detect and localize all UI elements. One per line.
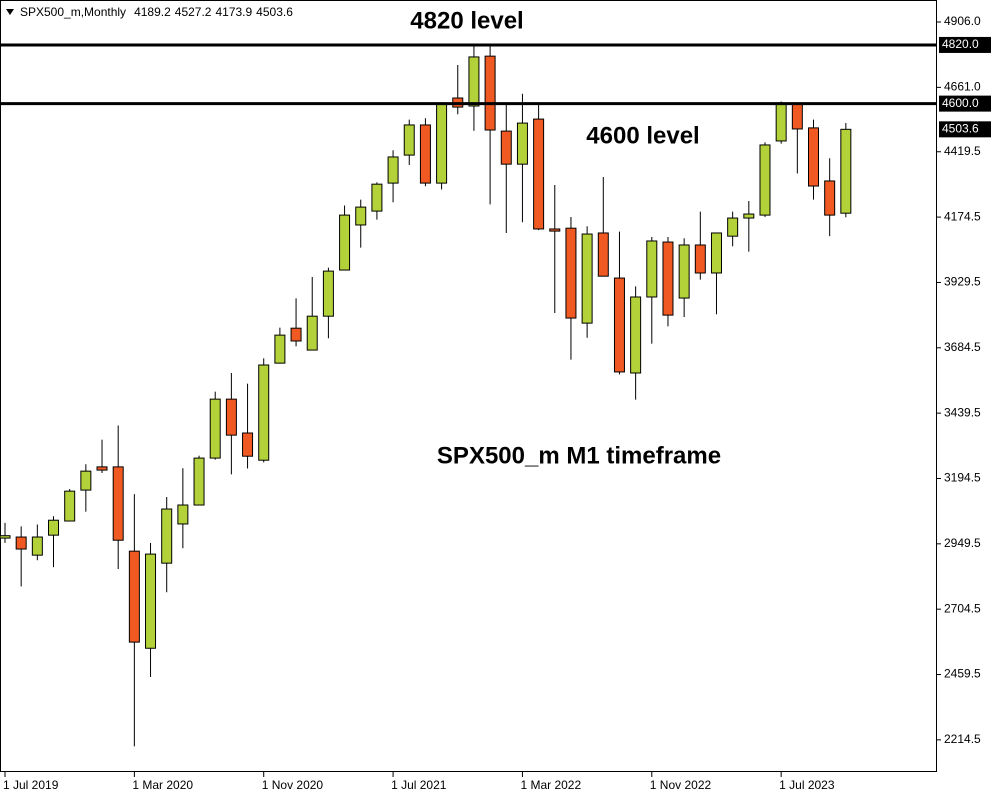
candle-body — [48, 519, 60, 536]
level-tag — [939, 95, 991, 112]
candle-body — [710, 232, 722, 274]
candle-body — [678, 244, 690, 299]
candle-body — [549, 228, 561, 232]
annotation: SPX500_m M1 timeframe — [437, 442, 721, 469]
candle-body — [177, 504, 189, 525]
candle-body — [840, 128, 852, 214]
close-value: 4503.6 — [256, 5, 293, 19]
candle-body — [64, 490, 76, 522]
candle-body — [533, 118, 545, 230]
x-tick-label: 1 Nov 2022 — [650, 778, 712, 792]
candle-body — [112, 466, 124, 541]
candle-body — [306, 315, 318, 351]
price-tag — [939, 121, 991, 138]
low-value: 4173.9 — [215, 5, 252, 19]
level-label: 4600.0 — [942, 96, 979, 110]
candle-body — [31, 536, 43, 556]
candle-body — [193, 457, 205, 506]
candle-body — [759, 144, 771, 216]
symbol: SPX500_m,Monthly — [20, 5, 126, 19]
y-tick-label: 3439.5 — [944, 405, 981, 419]
candle-body — [225, 398, 237, 436]
candle-body — [209, 398, 221, 459]
candle-body — [290, 327, 302, 342]
candle-body — [484, 55, 496, 131]
candle-body — [242, 432, 254, 457]
candle-body — [613, 277, 625, 373]
open-value: 4189.2 — [134, 5, 171, 19]
x-tick-label: 1 Jul 2021 — [391, 778, 447, 792]
x-tick-label: 1 Mar 2022 — [520, 778, 581, 792]
candle-body — [419, 124, 431, 184]
candle-body — [128, 550, 140, 643]
candle-body — [80, 470, 92, 491]
candle-body — [403, 124, 415, 156]
x-tick-label: 1 Mar 2020 — [132, 778, 193, 792]
y-tick-label: 3684.5 — [944, 340, 981, 354]
candle-body — [775, 103, 787, 142]
candle-body — [96, 466, 108, 471]
y-tick-label: 4419.5 — [944, 144, 981, 158]
candle-body — [791, 103, 803, 130]
candle-body — [161, 508, 173, 564]
y-tick-label: 2459.5 — [944, 667, 981, 681]
candle-body — [339, 214, 351, 271]
candle-body — [145, 553, 157, 649]
level-tag — [939, 36, 991, 53]
candle-body — [355, 206, 367, 226]
candle-body — [743, 213, 755, 219]
candle-body — [630, 296, 642, 374]
candle-body — [322, 270, 334, 317]
y-tick-label: 2949.5 — [944, 536, 981, 550]
menu-icon[interactable] — [6, 9, 14, 15]
candle-body — [15, 536, 27, 550]
x-tick-label: 1 Nov 2020 — [262, 778, 324, 792]
candle-body — [662, 241, 674, 316]
level-label: 4820.0 — [942, 37, 979, 51]
header: SPX500_m,Monthly 4189.2 4527.2 4173.9 4503.6 — [20, 5, 293, 19]
candle-body — [468, 56, 480, 107]
y-tick-label: 3194.5 — [944, 471, 981, 485]
candle-body — [258, 364, 270, 461]
candle-body — [387, 156, 399, 184]
candle-body — [516, 122, 528, 165]
annotation: 4600 level — [586, 122, 699, 149]
price-label: 4503.6 — [942, 122, 979, 136]
candle-body — [727, 217, 739, 237]
x-tick-label: 1 Jul 2023 — [779, 778, 835, 792]
y-tick-label: 4174.5 — [944, 209, 981, 223]
candle-body — [436, 103, 448, 184]
y-tick-label: 2704.5 — [944, 601, 981, 615]
y-tick-label: 4906.0 — [944, 14, 981, 28]
candle-body — [646, 240, 658, 298]
candle-body — [581, 233, 593, 324]
candle-body — [597, 232, 609, 277]
y-tick-label: 2214.5 — [944, 732, 981, 746]
y-tick-label: 4661.0 — [944, 80, 981, 94]
x-tick-label: 1 Jul 2019 — [3, 778, 59, 792]
candle-body — [274, 334, 286, 364]
high-value: 4527.2 — [175, 5, 212, 19]
y-tick-label: 3929.5 — [944, 275, 981, 289]
candle-body — [808, 127, 819, 187]
candle-body — [824, 180, 836, 216]
candle-body — [371, 183, 383, 212]
candle-body — [500, 130, 512, 165]
candle-body — [0, 535, 11, 539]
candle-body — [565, 227, 577, 319]
annotation: 4820 level — [410, 7, 523, 34]
candle-body — [694, 244, 706, 274]
